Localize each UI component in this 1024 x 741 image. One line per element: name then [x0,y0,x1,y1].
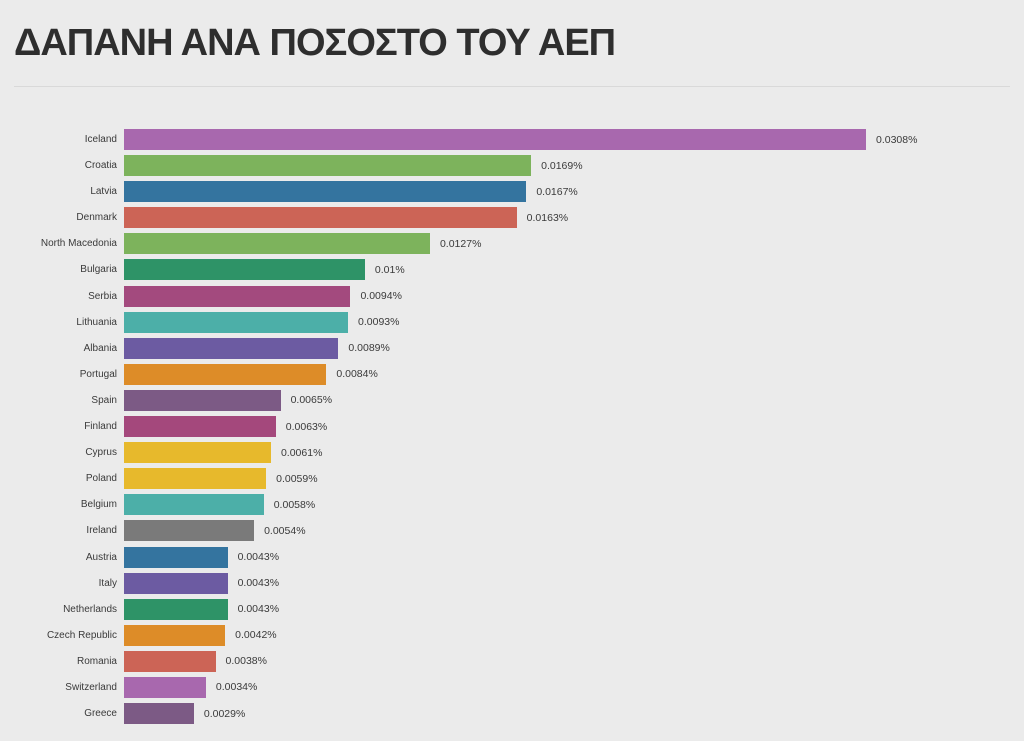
value-label: 0.0093% [358,316,400,329]
value-label: 0.0061% [280,446,323,459]
category-label: Croatia [84,160,117,172]
value-label: 0.0043% [237,603,280,616]
bar [124,442,271,464]
title-divider [14,86,1010,87]
value-label: 0.0089% [348,342,390,355]
bar [124,494,264,516]
bar [124,703,194,725]
category-label: Denmark [76,212,117,224]
bar [124,624,226,646]
category-label: Iceland [84,134,117,145]
bar-row: Portugal 0.0084% [0,363,1024,385]
category-label: Ireland [86,525,117,537]
bar [124,650,216,672]
bar [124,389,281,411]
bar-row: Finland 0.0063% [0,416,1024,438]
bar [124,468,267,490]
value-label: 0.0043% [237,551,280,563]
bar [124,572,228,594]
bar-row: Cyprus 0.0061% [0,442,1024,464]
bar [124,181,527,203]
bar [124,233,430,255]
bar [124,520,255,542]
bar-row: Austria 0.0043% [0,546,1024,568]
bar [124,416,276,438]
category-label: Portugal [79,368,117,380]
bar-row: Czech Republic 0.0042% [0,624,1024,646]
category-label: Albania [83,342,117,354]
value-label: 0.0038% [225,655,267,668]
bar-row: Albania 0.0089% [0,337,1024,359]
category-label: Italy [98,577,117,589]
bar [124,259,365,281]
bar-row: Netherlands 0.0043% [0,598,1024,620]
value-label: 0.0094% [360,290,402,303]
category-label: Bulgaria [80,264,117,276]
category-label: Greece [84,708,117,720]
value-label: 0.0308% [876,133,918,146]
value-label: 0.0058% [273,498,316,511]
category-label: Belgium [80,499,117,511]
value-label: 0.0169% [541,159,583,172]
category-label: Cyprus [85,447,117,459]
value-label: 0.0084% [336,368,378,381]
category-label: Poland [85,473,117,485]
bar-row: North Macedonia 0.0127% [0,233,1024,255]
category-label: Netherlands [63,603,117,615]
value-label: 0.0034% [215,681,258,694]
bar-row: Ireland 0.0054% [0,520,1024,542]
bar [124,676,206,698]
bar-chart: Iceland 0.0308% Croatia 0.0169% Latvia 0.0167… [0,129,1024,729]
value-label: 0.01% [374,263,405,276]
bar [124,207,517,229]
bar-row: Greece 0.0029% [0,703,1024,725]
bar-row: Iceland 0.0308% [0,129,1024,150]
bar-row: Serbia 0.0094% [0,285,1024,307]
category-label: Lithuania [76,316,117,328]
value-label: 0.0054% [264,524,306,537]
bar-row: Poland 0.0059% [0,468,1024,490]
category-label: Romania [76,655,117,667]
bar [124,598,228,620]
bar-row: Romania 0.0038% [0,650,1024,672]
value-label: 0.0043% [237,577,280,590]
bar-row: Bulgaria 0.01% [0,259,1024,281]
category-label: North Macedonia [40,238,117,250]
value-label: 0.0059% [276,472,318,485]
value-label: 0.0042% [235,629,277,642]
bar-row: Switzerland 0.0034% [0,676,1024,698]
bar [124,285,351,307]
value-label: 0.0127% [439,237,482,250]
category-label: Austria [85,551,117,563]
category-label: Switzerland [65,681,117,693]
category-label: Latvia [90,186,117,198]
bar [124,337,339,359]
page-title: ΔΑΠΑΝΗ ΑΝΑ ΠΟΣΟΣΤΟ ΤΟΥ ΑΕΠ [14,22,616,64]
bar-row: Latvia 0.0167% [0,181,1024,203]
bar [124,129,866,150]
bar-row: Denmark 0.0163% [0,207,1024,229]
bar-row: Croatia 0.0169% [0,155,1024,177]
bar-row: Lithuania 0.0093% [0,311,1024,333]
bar [124,363,327,385]
bar [124,155,532,177]
category-label: Czech Republic [46,629,117,641]
bar-row: Belgium 0.0058% [0,494,1024,516]
bar [124,311,349,333]
value-label: 0.0065% [290,394,333,407]
value-label: 0.0063% [285,420,328,433]
bar-row: Spain 0.0065% [0,389,1024,411]
category-label: Finland [84,421,117,433]
value-label: 0.0029% [203,707,246,720]
category-label: Spain [91,394,117,406]
bar [124,546,228,568]
value-label: 0.0163% [526,211,569,224]
category-label: Serbia [88,290,117,302]
value-label: 0.0167% [536,185,578,198]
bar-row: Italy 0.0043% [0,572,1024,594]
